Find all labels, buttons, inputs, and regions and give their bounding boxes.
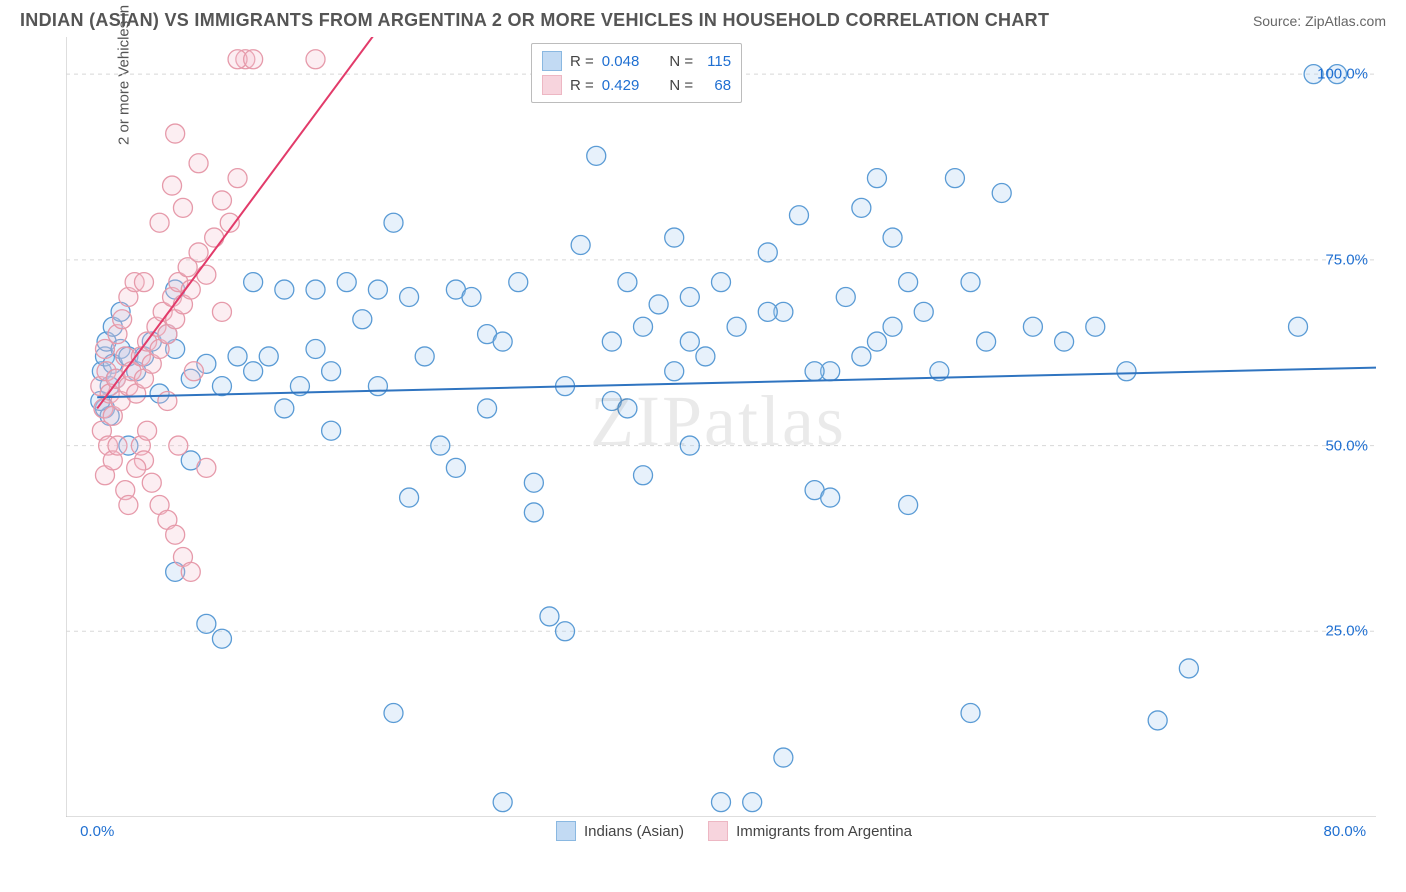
- y-tick-label: 50.0%: [1325, 437, 1368, 454]
- legend-label: Immigrants from Argentina: [736, 823, 912, 840]
- stats-row: R = 0.429 N = 68: [542, 73, 731, 97]
- stat-n-value: 115: [701, 53, 731, 70]
- scatter-chart-svg: [66, 37, 1376, 817]
- legend-label: Indians (Asian): [584, 823, 684, 840]
- stat-r-value: 0.429: [602, 77, 640, 94]
- source-name: ZipAtlas.com: [1305, 13, 1386, 29]
- stat-n-value: 68: [701, 77, 731, 94]
- legend-swatch: [708, 821, 728, 841]
- plot-area: ZIPatlas R = 0.048N = 115R = 0.429N = 68…: [66, 37, 1376, 817]
- stat-r-label: R =: [570, 77, 594, 94]
- y-tick-label: 75.0%: [1325, 251, 1368, 268]
- y-tick-label: 25.0%: [1325, 623, 1368, 640]
- stat-n-label: N =: [669, 53, 693, 70]
- stat-r-label: R =: [570, 53, 594, 70]
- source-attribution: Source: ZipAtlas.com: [1253, 13, 1386, 29]
- stats-row: R = 0.048 N = 115: [542, 49, 731, 73]
- x-tick-label: 0.0%: [80, 823, 114, 840]
- source-label: Source:: [1253, 13, 1305, 29]
- legend-swatch: [556, 821, 576, 841]
- series-swatch: [542, 75, 562, 95]
- x-tick-label: 80.0%: [1324, 823, 1367, 840]
- stat-r-value: 0.048: [602, 53, 640, 70]
- stats-legend-box: R = 0.048 N = 115 R = 0.429 N = 68: [531, 43, 742, 103]
- chart-title: INDIAN (ASIAN) VS IMMIGRANTS FROM ARGENT…: [20, 10, 1049, 31]
- legend-item: Immigrants from Argentina: [708, 821, 912, 841]
- series-swatch: [542, 51, 562, 71]
- title-bar: INDIAN (ASIAN) VS IMMIGRANTS FROM ARGENT…: [0, 0, 1406, 37]
- bottom-legend: Indians (Asian) Immigrants from Argentina: [556, 821, 912, 841]
- y-tick-label: 100.0%: [1317, 66, 1368, 83]
- stat-n-label: N =: [669, 77, 693, 94]
- legend-item: Indians (Asian): [556, 821, 684, 841]
